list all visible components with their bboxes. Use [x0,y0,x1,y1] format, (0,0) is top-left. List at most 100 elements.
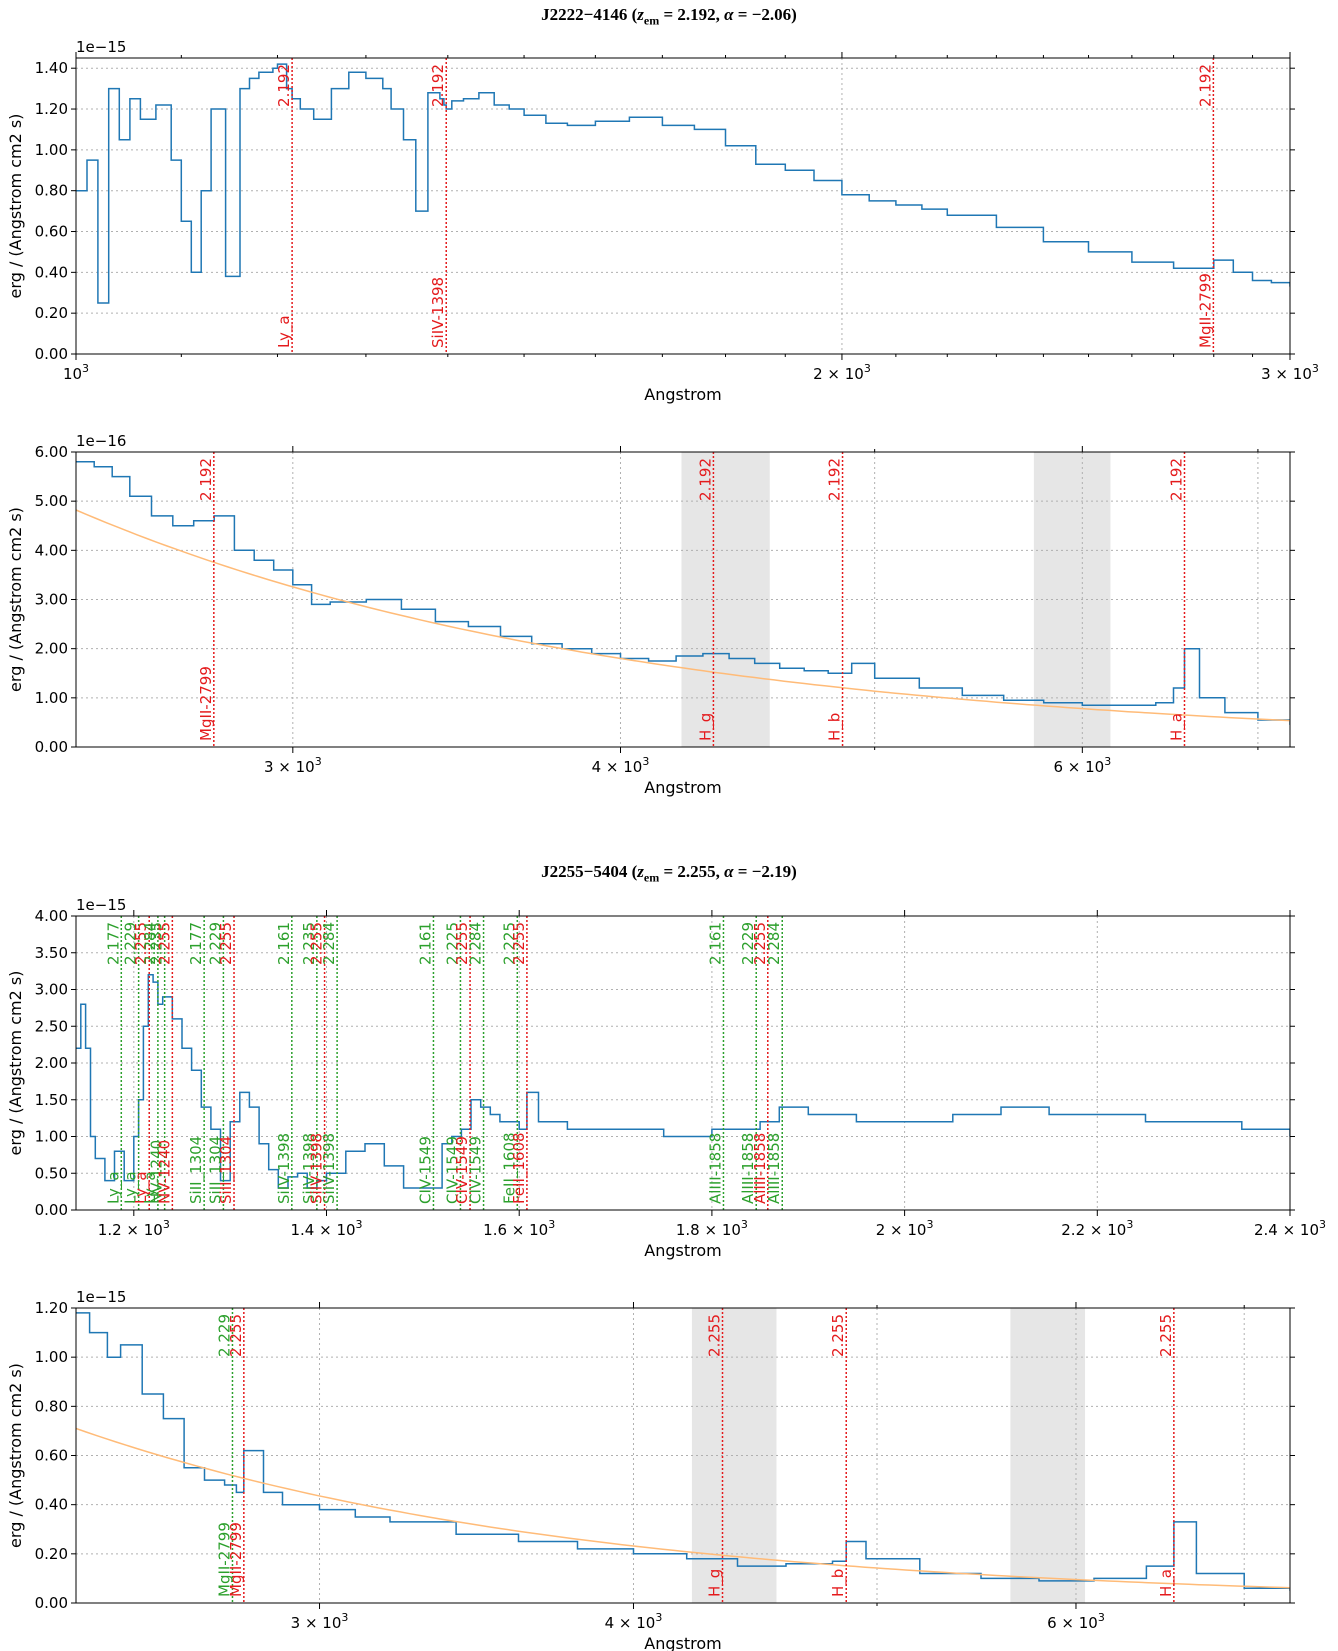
y-tick-label: 0.60 [35,223,68,241]
line-species-label: H_b [829,1569,848,1597]
y-tick-label: 0.00 [35,345,68,363]
line-redshift-label: 2.284 [765,922,783,965]
line-species-label: MgII-2799 [1196,273,1214,348]
chart-panel-3: 2.177 Ly_a 2.229 Ly_a 2.255 Ly_a 2.284 Ly_a 2.23… [6,896,1326,1260]
line-redshift-label: 2.255 [706,1314,724,1357]
x-tick-label: 4 × 103 [605,1611,663,1632]
line-redshift-label: 2.284 [141,922,159,965]
x-tick-label: 2 × 103 [813,362,871,383]
line-species-label: MgII-2799 [227,1522,245,1597]
x-tick-label: 6 × 103 [1047,1611,1105,1632]
line-redshift-label: 2.177 [104,922,122,965]
line-redshift-label: 2.255 [217,922,235,965]
x-tick-label: 2.4 × 103 [1254,1218,1326,1239]
line-species-label: Ly_a [132,1171,151,1204]
y-tick-label: 1.00 [35,141,68,159]
figure-title-2: J2255−5404 (zem = 2.255, α = −2.19) [541,862,797,885]
line-species-label: NV-1240 [155,1140,173,1204]
line-species-label: AlIII-1858 [739,1133,757,1204]
spectrum-line [76,1312,1290,1591]
x-tick-label: 3 × 103 [1261,362,1319,383]
x-tick-label: 4 × 103 [592,755,650,776]
line-species-label: SiIV-1398 [300,1133,318,1204]
line-species-label: MgII-2799 [215,1522,233,1597]
x-axis-label: Angstrom [644,385,721,404]
line-redshift-label: 2.255 [751,922,769,965]
continuum-fit-line [76,1427,1290,1589]
x-axis-label: Angstrom [644,1241,721,1260]
line-redshift-label: 2.229 [215,1314,233,1357]
y-multiplier-label: 1e−15 [76,38,126,56]
line-species-label: AlIII-1858 [706,1133,724,1204]
line-redshift-label: 2.255 [308,922,326,965]
x-tick-label: 1.6 × 103 [483,1218,555,1239]
line-species-label: Ly_a [141,1171,160,1204]
line-species-label: H_g [706,1569,725,1597]
y-tick-label: 0.40 [35,1496,68,1514]
figure-title-1: J2222−4146 (zem = 2.192, α = −2.06) [541,5,797,28]
line-redshift-label: 2.229 [206,922,224,965]
line-redshift-label: 2.225 [443,922,461,965]
line-species-label: H_a [1157,1569,1176,1597]
x-tick-label: 1.4 × 103 [290,1218,362,1239]
line-redshift-label: 2.255 [829,1314,847,1357]
line-redshift-label: 2.192 [197,458,215,501]
line-species-label: SiIV-1398 [275,1133,293,1204]
spectrum-line [76,63,1290,304]
y-tick-label: 5.00 [35,492,68,510]
y-axis-label: erg / (Angstrom cm2 s) [6,507,25,692]
line-species-label: SiIV-1398 [320,1133,338,1204]
x-tick-label: 6 × 103 [1053,755,1111,776]
line-redshift-label: 2.235 [148,922,166,965]
object-name: J2255−5404 [541,862,628,881]
y-axis-label: erg / (Angstrom cm2 s) [6,971,25,1156]
line-redshift-label: 2.235 [300,922,318,965]
line-species-label: CIV-1549 [443,1136,461,1204]
y-tick-label: 0.50 [35,1164,68,1182]
line-species-label: Ly_a [104,1171,123,1204]
object-name: J2222−4146 [541,5,628,24]
line-redshift-label: 2.192 [1196,64,1214,107]
line-redshift-label: 2.161 [416,922,434,965]
chart-panel-4: 2.229 MgII-2799 2.255 MgII-2799 2.255 H_g 2.25… [6,1288,1295,1651]
line-redshift-label: 2.255 [1157,1314,1175,1357]
line-species-label: SiII_1304 [217,1136,236,1204]
x-tick-label: 2 × 103 [876,1218,934,1239]
line-redshift-label: 2.192 [696,458,714,501]
y-tick-label: 1.00 [35,689,68,707]
y-tick-label: 0.00 [35,1594,68,1612]
line-redshift-label: 2.255 [227,1314,245,1357]
y-tick-label: 3.50 [35,944,68,962]
line-redshift-label: 2.192 [429,64,447,107]
y-tick-label: 1.20 [35,100,68,118]
line-redshift-label: 2.177 [187,922,205,965]
line-redshift-label: 2.255 [132,922,150,965]
line-species-label: H_b [826,713,845,741]
y-tick-label: 0.20 [35,304,68,322]
y-tick-label: 0.00 [35,738,68,756]
line-redshift-label: 2.161 [275,922,293,965]
line-redshift-label: 2.192 [826,458,844,501]
y-multiplier-label: 1e−15 [76,896,126,914]
y-tick-label: 3.00 [35,591,68,609]
line-redshift-label: 2.255 [155,922,173,965]
y-multiplier-label: 1e−15 [76,1288,126,1306]
x-tick-label: 2.2 × 103 [1061,1218,1133,1239]
line-species-label: Ly_a [275,315,294,348]
line-species-label: AlIII-1858 [751,1133,769,1204]
continuum-fit-line [76,509,1290,722]
y-tick-label: 4.00 [35,907,68,925]
chart-panel-2: 2.192 MgII-2799 2.192 H_g 2.192 H_b 2.192 H_a 0.… [6,432,1295,797]
line-redshift-label: 2.161 [706,922,724,965]
line-species-label: NV-1240 [148,1140,166,1204]
plot-frame [75,57,1291,355]
line-species-label: SiII_1304 [187,1136,206,1204]
y-axis-label: erg / (Angstrom cm2 s) [6,114,25,299]
y-tick-label: 1.00 [35,1348,68,1366]
line-species-label: FeII_1608 [510,1132,529,1204]
y-tick-label: 0.20 [35,1545,68,1563]
line-redshift-label: 2.255 [453,922,471,965]
spectrum-line [76,461,1290,725]
y-tick-label: 0.40 [35,263,68,281]
